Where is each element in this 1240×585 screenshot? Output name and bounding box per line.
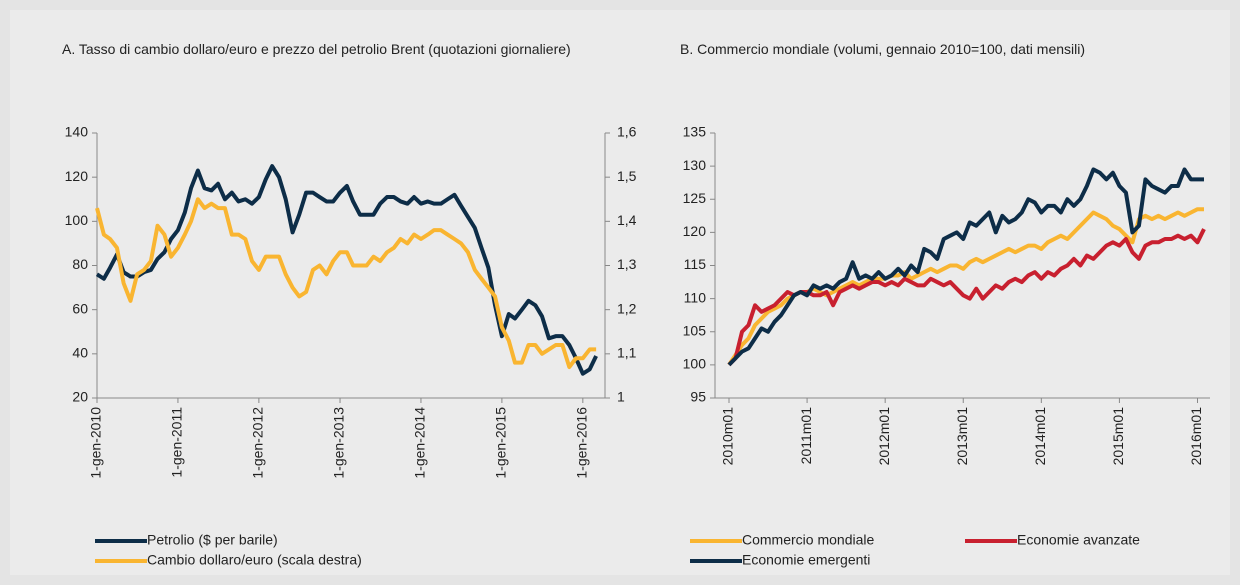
- legend-label: Economie emergenti: [742, 552, 870, 568]
- y-tick-label: 100: [65, 212, 89, 228]
- series-line: [95, 197, 597, 370]
- y-tick-label: 130: [683, 157, 707, 173]
- y2-tick-label: 1,3: [617, 256, 637, 272]
- y-tick-label: 80: [72, 256, 88, 272]
- x-tick-label: 2016m01: [1188, 407, 1204, 466]
- y-tick-label: 115: [684, 256, 707, 272]
- series-line: [727, 228, 1206, 367]
- y-tick-label: 20: [72, 389, 88, 405]
- y2-tick-label: 1,5: [617, 168, 637, 184]
- y-tick-label: 135: [683, 124, 707, 140]
- x-tick-label: 2012m01: [876, 407, 892, 466]
- y2-tick-label: 1: [617, 389, 625, 405]
- chart-title: A. Tasso di cambio dollaro/euro e prezzo…: [62, 41, 571, 57]
- legend-label: Cambio dollaro/euro (scala destra): [147, 552, 362, 568]
- y2-tick-label: 1,1: [617, 345, 637, 361]
- x-tick-label: 1-gen-2010: [88, 407, 104, 479]
- y-tick-label: 60: [72, 300, 88, 316]
- series-line: [95, 164, 598, 376]
- series-line: [727, 167, 1204, 367]
- legend-label: Economie avanzate: [1017, 532, 1140, 548]
- x-tick-label: 1-gen-2011: [169, 407, 185, 478]
- legend-label: Commercio mondiale: [742, 532, 874, 548]
- chart-title: B. Commercio mondiale (volumi, gennaio 2…: [680, 41, 1086, 57]
- x-tick-label: 2015m01: [1110, 407, 1126, 466]
- x-tick-label: 2011m01: [798, 407, 814, 465]
- x-tick-label: 1-gen-2013: [331, 407, 347, 479]
- y-tick-label: 140: [65, 124, 89, 140]
- y2-tick-label: 1,2: [617, 300, 637, 316]
- panel: [10, 10, 1230, 575]
- y-tick-label: 120: [65, 168, 89, 184]
- y-tick-label: 95: [690, 389, 706, 405]
- x-tick-label: 2010m01: [720, 407, 736, 466]
- y2-tick-label: 1,4: [617, 212, 637, 228]
- legend-label: Petrolio ($ per barile): [147, 532, 278, 548]
- x-tick-label: 1-gen-2015: [493, 407, 509, 479]
- x-tick-label: 1-gen-2016: [574, 407, 590, 479]
- y-tick-label: 40: [72, 345, 88, 361]
- x-tick-label: 2013m01: [954, 407, 970, 466]
- y-tick-label: 110: [684, 289, 707, 305]
- x-tick-label: 2014m01: [1032, 407, 1048, 466]
- y-tick-label: 105: [683, 322, 707, 338]
- x-tick-label: 1-gen-2014: [412, 407, 428, 479]
- x-tick-label: 1-gen-2012: [250, 407, 266, 479]
- y-tick-label: 100: [683, 356, 707, 372]
- y2-tick-label: 1,6: [617, 124, 637, 140]
- y-tick-label: 120: [683, 223, 707, 239]
- y-tick-label: 125: [683, 190, 707, 206]
